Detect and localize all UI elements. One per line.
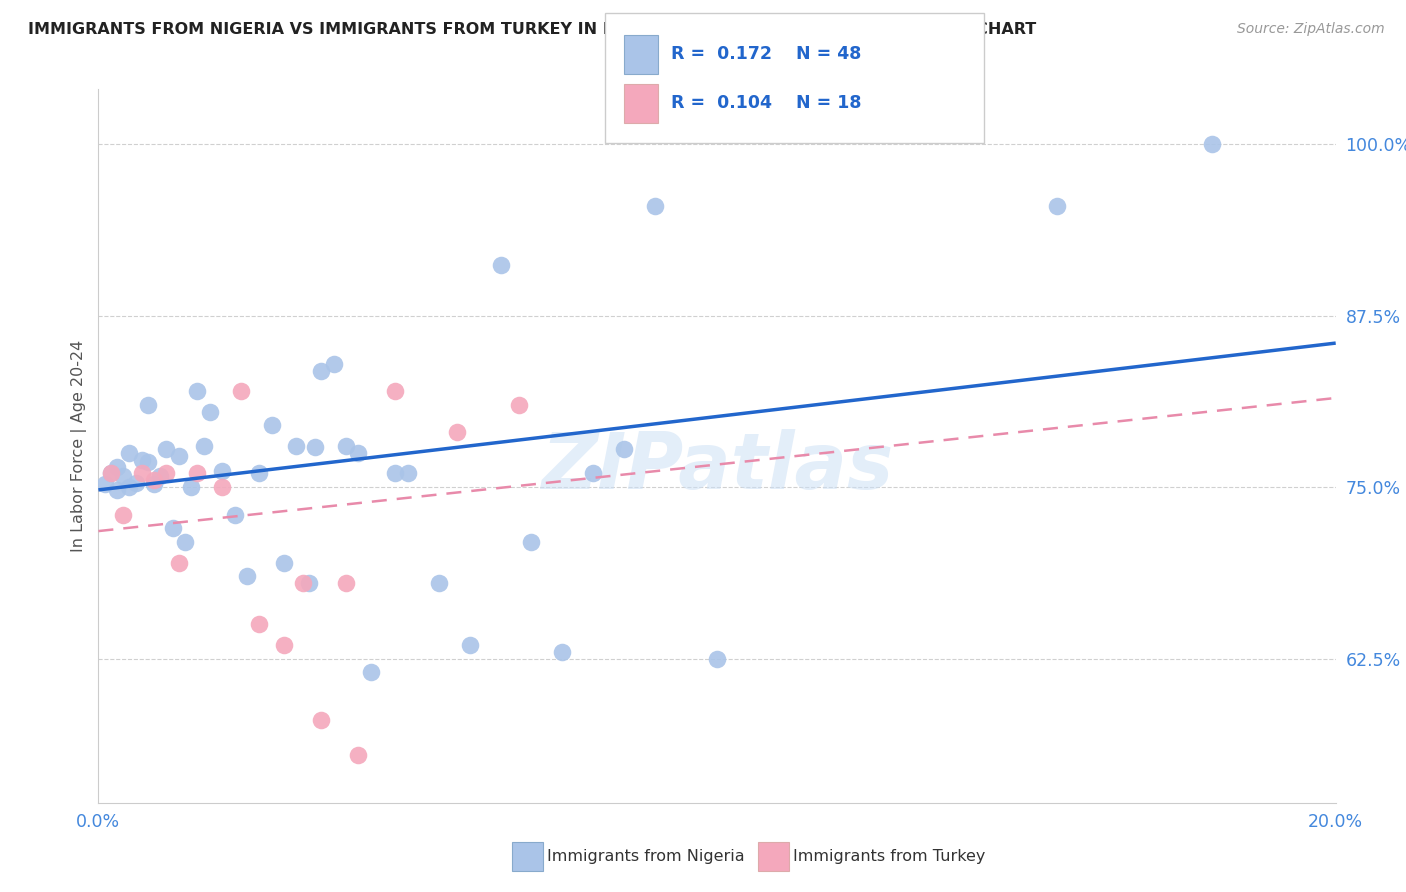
Point <box>396 467 419 481</box>
Point <box>105 459 128 474</box>
Point <box>285 439 308 453</box>
Point <box>520 535 543 549</box>
Point <box>309 714 332 728</box>
Point <box>100 467 122 481</box>
Text: IMMIGRANTS FROM NIGERIA VS IMMIGRANTS FROM TURKEY IN LABOR FORCE | AGE 20-24 COR: IMMIGRANTS FROM NIGERIA VS IMMIGRANTS FR… <box>28 22 1036 38</box>
Point <box>347 747 370 762</box>
Point <box>131 467 153 481</box>
Point <box>136 455 159 469</box>
Point <box>211 480 233 494</box>
Point <box>167 449 190 463</box>
Point <box>198 405 221 419</box>
Point <box>384 467 406 481</box>
Point <box>1046 199 1069 213</box>
Text: R =  0.172    N = 48: R = 0.172 N = 48 <box>671 45 860 63</box>
Point <box>118 446 141 460</box>
Point <box>136 398 159 412</box>
Point <box>273 556 295 570</box>
Point <box>229 384 252 398</box>
Point <box>112 469 135 483</box>
Point <box>260 418 283 433</box>
Point <box>143 477 166 491</box>
Point <box>446 425 468 440</box>
Point <box>1201 137 1223 152</box>
Point <box>236 569 259 583</box>
Point <box>143 473 166 487</box>
Point <box>247 467 270 481</box>
Point <box>335 576 357 591</box>
Text: Immigrants from Turkey: Immigrants from Turkey <box>793 849 986 863</box>
Point <box>273 638 295 652</box>
Point <box>155 467 177 481</box>
Point <box>162 521 184 535</box>
Point <box>93 477 115 491</box>
Point <box>186 467 208 481</box>
Point <box>100 467 122 481</box>
Point <box>489 258 512 272</box>
Point <box>458 638 481 652</box>
Point <box>167 556 190 570</box>
Point <box>174 535 197 549</box>
Point <box>149 469 172 483</box>
Point <box>124 476 146 491</box>
Text: Source: ZipAtlas.com: Source: ZipAtlas.com <box>1237 22 1385 37</box>
Text: ZIPatlas: ZIPatlas <box>541 429 893 506</box>
Point <box>224 508 246 522</box>
Point <box>309 363 332 377</box>
Point <box>131 452 153 467</box>
Point <box>347 446 370 460</box>
Text: Immigrants from Nigeria: Immigrants from Nigeria <box>547 849 745 863</box>
Point <box>335 439 357 453</box>
Point <box>186 384 208 398</box>
Text: R =  0.104    N = 18: R = 0.104 N = 18 <box>671 95 860 112</box>
Point <box>105 483 128 497</box>
Point <box>582 467 605 481</box>
Point <box>304 441 326 455</box>
Point <box>706 651 728 665</box>
Point <box>155 442 177 456</box>
Point <box>180 480 202 494</box>
Point <box>291 576 314 591</box>
Point <box>613 442 636 456</box>
Point <box>211 464 233 478</box>
Point <box>247 617 270 632</box>
Y-axis label: In Labor Force | Age 20-24: In Labor Force | Age 20-24 <box>72 340 87 552</box>
Point <box>384 384 406 398</box>
Point <box>360 665 382 680</box>
Point <box>322 357 344 371</box>
Point <box>298 576 321 591</box>
Point <box>644 199 666 213</box>
Point <box>193 439 215 453</box>
Point <box>112 508 135 522</box>
Point <box>427 576 450 591</box>
Point <box>551 645 574 659</box>
Point <box>508 398 530 412</box>
Point <box>118 480 141 494</box>
